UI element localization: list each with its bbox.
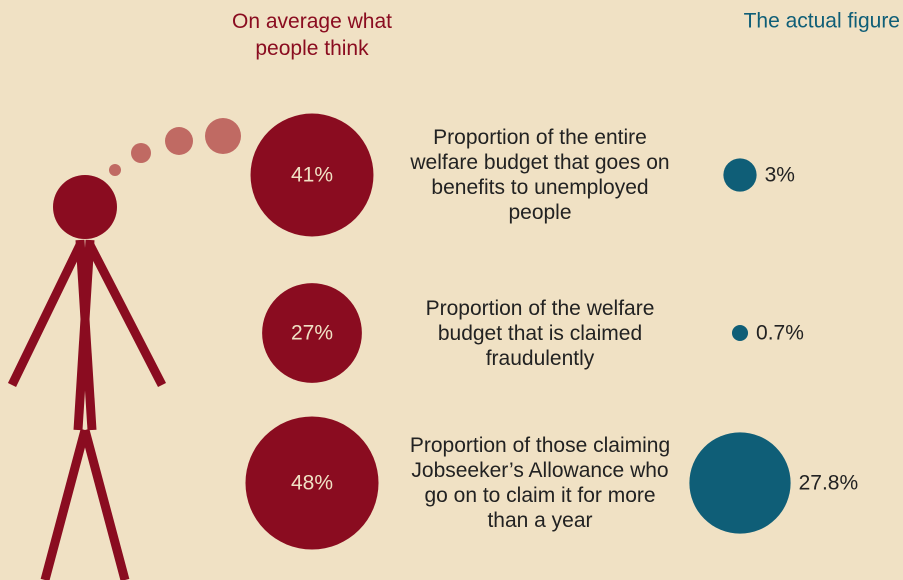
stick-figure [7, 239, 167, 580]
bubble [723, 158, 757, 192]
value-label: 0.7% [756, 322, 804, 345]
category-label: Proportion of those claiming Jobseeker’s… [409, 434, 671, 532]
value-label: 48% [291, 472, 333, 495]
leg [40, 428, 90, 580]
head [53, 175, 117, 239]
leg [80, 428, 130, 580]
thought-bubble [109, 164, 121, 176]
value-label: 27% [291, 322, 333, 345]
value-label: 3% [765, 164, 795, 187]
arm [7, 243, 85, 387]
bubble [250, 113, 374, 237]
category-label: Proportion of the entire welfare budget … [410, 126, 670, 224]
category-box: Proportion of those claiming Jobseeker’s… [409, 434, 671, 532]
category-box: Proportion of the entire welfare budget … [410, 126, 670, 224]
thought-bubble [131, 143, 151, 163]
category-box: Proportion of the welfare budget that is… [425, 296, 655, 370]
thought-bubble [165, 127, 193, 155]
bubble [689, 432, 791, 534]
value-label: 27.8% [799, 472, 859, 495]
legend-entry: On average what people think [232, 10, 392, 60]
bubble [731, 324, 749, 342]
legend-entry: The actual figure [744, 10, 900, 33]
arm [85, 242, 167, 388]
bubble [245, 416, 379, 550]
category-label: Proportion of the welfare budget that is… [425, 296, 655, 370]
legend-entry-box: On average what people think [232, 10, 392, 60]
thought-bubble [205, 118, 241, 154]
bubble [262, 283, 362, 383]
body [73, 239, 95, 431]
value-label: 41% [291, 164, 333, 187]
